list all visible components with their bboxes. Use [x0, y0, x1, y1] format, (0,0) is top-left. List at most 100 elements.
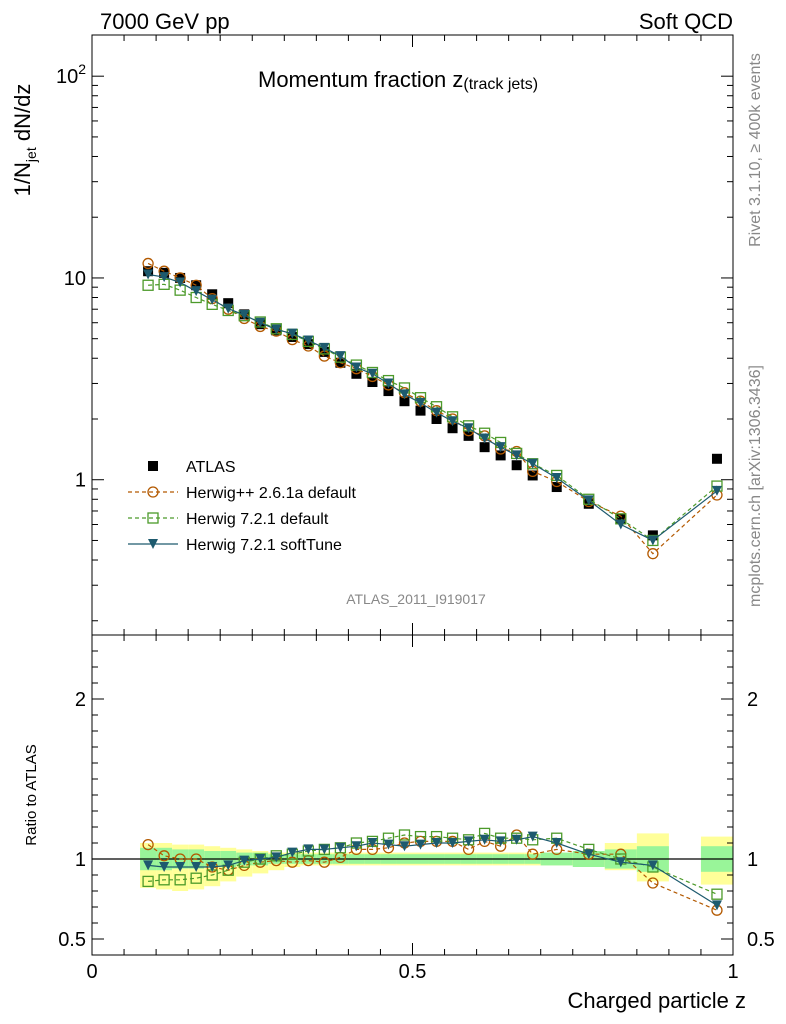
main-softtune-point — [551, 472, 562, 483]
main-softtune-point — [175, 277, 186, 288]
main-y-tick-label: 1 — [75, 470, 86, 492]
ratio-softtune-point — [527, 831, 538, 842]
rivet-version-label: Rivet 3.1.10, ≥ 400k events — [747, 53, 764, 247]
main-softtune-point — [447, 416, 458, 427]
main-softtune-point — [255, 317, 266, 328]
ratio-y-tick-label-right: 0.5 — [747, 929, 775, 951]
main-softtune-point — [527, 458, 538, 469]
ratio-softtune-point — [239, 855, 250, 866]
main-softtune-point — [303, 335, 314, 346]
ratio-softtune-point — [207, 862, 218, 872]
ratio-softtune-point — [287, 847, 298, 858]
legend: ATLAS Herwig++ 2.6.1a default Herwig 7.2.1… — [128, 459, 356, 554]
main-atlas-point — [207, 289, 218, 300]
main-softtune-point — [287, 328, 298, 339]
ratio-softtune-point — [583, 849, 594, 860]
legend-herwigpp-label: Herwig++ 2.6.1a default — [186, 485, 356, 502]
ratio-herwig721-point — [142, 875, 154, 888]
ratio-herwig721-point — [711, 888, 723, 900]
ratio-herwigpp-point — [318, 856, 331, 868]
main-axis-ticks: 1 10 102 — [56, 35, 734, 635]
ratio-softtune-point — [551, 838, 562, 848]
main-softtune-point — [415, 398, 426, 409]
ratio-softtune-point — [711, 900, 722, 911]
ratio-softtune-point — [431, 838, 442, 848]
main-softtune-point — [511, 450, 522, 461]
ratio-softtune-point — [399, 841, 410, 852]
header-left-label: 7000 GeV pp — [100, 9, 230, 34]
ratio-plot-frame — [91, 634, 734, 956]
main-herwigpp-point — [647, 548, 659, 560]
ratio-softtune-point — [463, 836, 474, 847]
ratio-softtune-point — [351, 841, 362, 852]
main-series-layer — [142, 257, 723, 560]
legend-softtune-label: Herwig 7.2.1 softTune — [186, 537, 342, 554]
ratio-herwig721-line — [148, 832, 718, 895]
main-softtune-point — [463, 423, 474, 434]
main-atlas-point — [399, 396, 410, 407]
legend-herwig721-label: Herwig 7.2.1 default — [186, 511, 329, 528]
main-atlas-point — [511, 460, 522, 471]
main-herwigpp-point — [142, 257, 154, 270]
main-softtune-point — [319, 342, 330, 353]
main-atlas-point — [615, 513, 626, 524]
ratio-softtune-point — [255, 854, 266, 864]
legend-atlas-label: ATLAS — [186, 459, 236, 476]
ratio-softtune-point — [615, 857, 626, 868]
main-softtune-point — [239, 310, 250, 321]
ratio-herwig721-point — [190, 872, 202, 884]
plot-title: Momentum fraction z(track jets) — [258, 67, 538, 93]
ratio-softtune-point — [415, 839, 426, 850]
main-atlas-point — [383, 386, 394, 397]
legend-atlas-marker — [148, 461, 158, 471]
ratio-herwigpp-point — [158, 850, 170, 862]
ratio-series-layer — [142, 827, 723, 916]
main-atlas-point — [431, 413, 442, 424]
main-softtune-point — [223, 303, 234, 314]
ratio-herwigpp-point — [142, 838, 154, 851]
main-herwigpp-line — [147, 262, 718, 555]
main-softtune-point — [399, 389, 410, 400]
main-panel: 1 10 102 Momentum fraction z(track jets) A… — [10, 34, 734, 636]
main-atlas-point — [447, 423, 458, 434]
x-axis-label: Charged particle z — [567, 988, 746, 1013]
ratio-softtune-point — [223, 860, 234, 871]
ratio-softtune-point — [191, 862, 202, 872]
ratio-y-tick-label: 0.5 — [58, 929, 86, 951]
mcplots-reference-label: mcplots.cern.ch [arXiv:1306.3436] — [747, 365, 764, 607]
main-softtune-point — [711, 485, 722, 496]
main-herwig721-point — [142, 279, 154, 291]
header-right-label: Soft QCD — [639, 9, 733, 34]
ratio-herwig721-point — [158, 874, 170, 886]
main-softtune-point — [431, 407, 442, 418]
ratio-herwig721-point — [398, 829, 411, 841]
main-softtune-point — [351, 362, 362, 373]
x-tick-label: 0 — [86, 961, 97, 983]
main-y-tick-label: 102 — [56, 61, 86, 88]
main-softtune-point — [615, 519, 626, 530]
ratio-y-tick-label-right: 2 — [747, 689, 758, 711]
ratio-y-axis-label: Ratio to ATLAS — [23, 744, 40, 845]
legend-softtune-marker — [148, 539, 158, 549]
main-y-axis-label: 1/Njet dN/dz — [10, 84, 39, 197]
main-softtune-point — [495, 442, 506, 453]
ratio-softtune-point — [303, 844, 314, 855]
main-softtune-point — [143, 269, 154, 280]
ratio-softtune-line — [148, 835, 718, 906]
ratio-panel: 0.5 0.51 12 20 0.5 1 Ratio to ATLAS Charged p… — [23, 634, 775, 1013]
main-atlas-point — [415, 405, 426, 416]
analysis-id-label: ATLAS_2011_I919017 — [346, 591, 486, 607]
ratio-softtune-point — [447, 838, 458, 848]
ratio-softtune-point — [143, 860, 154, 871]
main-atlas-point — [495, 450, 506, 461]
x-tick-label: 1 — [727, 961, 738, 983]
legend-herwig721-marker — [147, 512, 159, 524]
ratio-softtune-point — [335, 842, 346, 853]
main-softtune-point — [367, 368, 378, 379]
ratio-softtune-point — [175, 862, 186, 872]
ratio-softtune-point — [511, 834, 522, 845]
ratio-softtune-point — [383, 839, 394, 850]
legend-herwigpp-marker — [147, 486, 159, 498]
main-softtune-point — [583, 495, 594, 506]
